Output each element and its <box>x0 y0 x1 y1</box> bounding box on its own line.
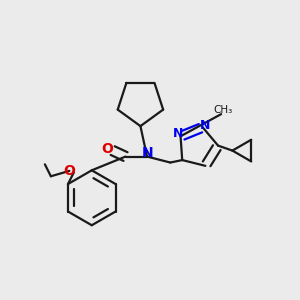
Text: N: N <box>200 119 210 132</box>
Text: N: N <box>173 128 183 140</box>
Text: O: O <box>101 142 112 156</box>
Text: N: N <box>142 146 153 160</box>
Text: O: O <box>63 164 75 178</box>
Text: CH₃: CH₃ <box>213 105 232 115</box>
